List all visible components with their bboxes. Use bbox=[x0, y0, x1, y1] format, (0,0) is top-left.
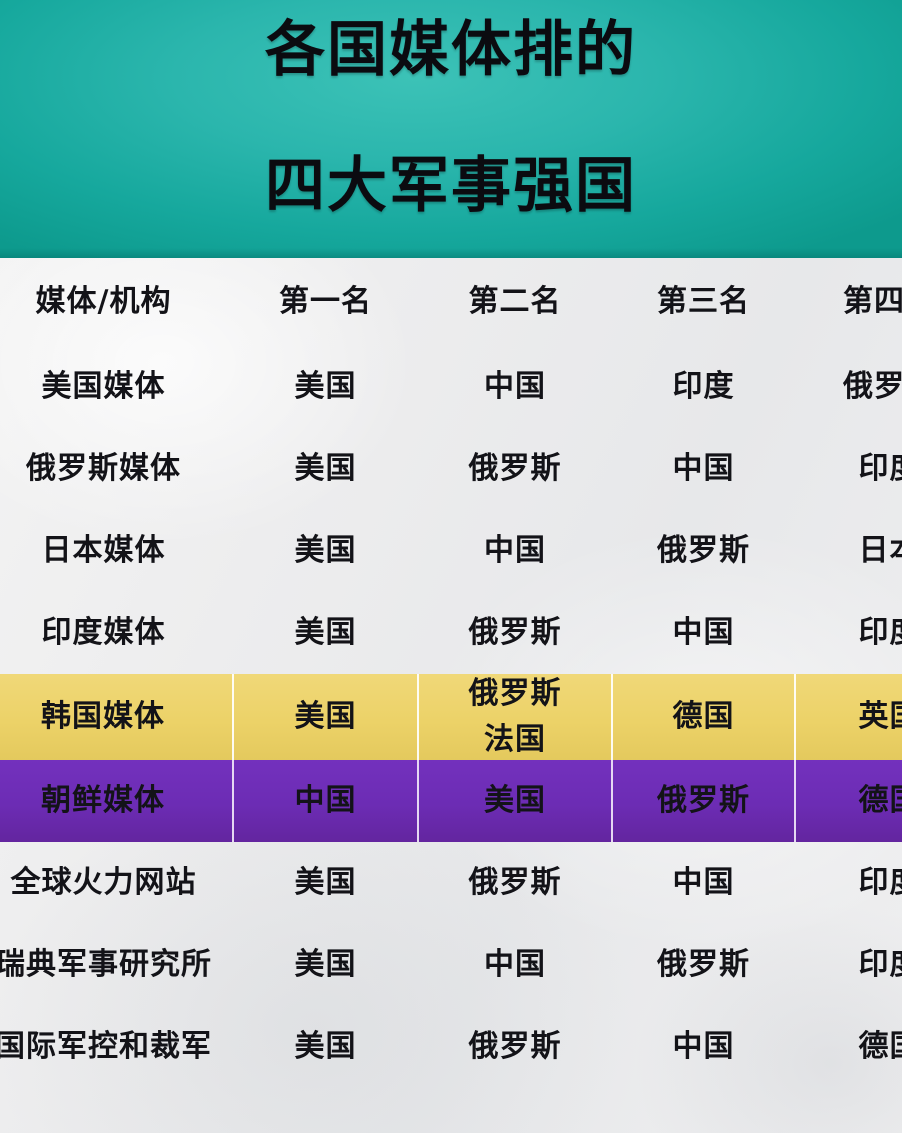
cell-media: 瑞典军事研究所 bbox=[0, 947, 212, 982]
cell-media: 朝鲜媒体 bbox=[0, 760, 234, 842]
cell-rank-2: 中国 bbox=[484, 369, 546, 404]
cell-rank-1: 美国 bbox=[294, 1029, 357, 1064]
table-row: 日本媒体 美国 中国 俄罗斯 日本 bbox=[0, 510, 902, 592]
cell-rank-1: 美国 bbox=[294, 533, 357, 568]
cell-rank-4: 德国 bbox=[794, 760, 902, 842]
cell-rank-1: 美国 bbox=[232, 674, 419, 760]
cell-rank-2-line-1: 俄罗斯 bbox=[468, 676, 562, 711]
ranking-table: 媒体/机构 第一名 第二名 第三名 第四名 美国媒体 美国 中国 印度 俄罗斯 … bbox=[0, 258, 902, 1088]
cell-rank-4: 印度 bbox=[858, 947, 902, 982]
cell-rank-4: 印度 bbox=[858, 615, 902, 650]
column-header-rank-4: 第四名 bbox=[843, 284, 902, 319]
cell-rank-2: 俄罗斯 bbox=[468, 1029, 562, 1064]
column-header-rank-3: 第三名 bbox=[657, 284, 750, 319]
cell-media: 美国媒体 bbox=[41, 369, 166, 404]
table-row: 美国媒体 美国 中国 印度 俄罗斯 bbox=[0, 346, 902, 428]
cell-rank-4: 德国 bbox=[858, 1029, 902, 1064]
cell-media: 全球火力网站 bbox=[10, 865, 197, 900]
table-row: 国际军控和裁军 美国 俄罗斯 中国 德国 bbox=[0, 1006, 902, 1088]
cell-rank-4: 印度 bbox=[858, 865, 902, 900]
cell-rank-1: 美国 bbox=[294, 865, 357, 900]
cell-rank-2: 俄罗斯 bbox=[468, 865, 562, 900]
cell-rank-2: 中国 bbox=[484, 533, 546, 568]
title-line-1: 各国媒体排的 bbox=[265, 15, 637, 85]
cell-rank-3: 俄罗斯 bbox=[611, 760, 796, 842]
cell-rank-2: 俄罗斯 bbox=[468, 615, 562, 650]
title-line-2: 四大军事强国 bbox=[265, 151, 637, 221]
column-header-rank-1: 第一名 bbox=[279, 284, 372, 319]
cell-media: 印度媒体 bbox=[41, 615, 166, 650]
table-row-highlight-yellow: 韩国媒体 美国 俄罗斯 法国 德国 英国 bbox=[0, 674, 902, 760]
cell-rank-3: 俄罗斯 bbox=[657, 533, 750, 568]
cell-rank-2: 俄罗斯 bbox=[468, 451, 562, 486]
cell-rank-3: 俄罗斯 bbox=[657, 947, 750, 982]
cell-rank-3: 印度 bbox=[672, 369, 735, 404]
cell-rank-2: 俄罗斯 法国 bbox=[417, 674, 613, 760]
cell-media: 国际军控和裁军 bbox=[0, 1029, 212, 1064]
cell-rank-3: 德国 bbox=[611, 674, 796, 760]
cell-rank-4: 俄罗斯 bbox=[843, 369, 902, 404]
ranking-table-area: 媒体/机构 第一名 第二名 第三名 第四名 美国媒体 美国 中国 印度 俄罗斯 … bbox=[0, 258, 902, 1133]
cell-rank-3: 中国 bbox=[672, 1029, 735, 1064]
cell-rank-1: 美国 bbox=[294, 369, 357, 404]
cell-rank-2: 中国 bbox=[484, 947, 546, 982]
column-header-media: 媒体/机构 bbox=[35, 284, 172, 319]
cell-rank-1: 美国 bbox=[294, 947, 357, 982]
cell-rank-4: 日本 bbox=[858, 533, 902, 568]
table-row: 瑞典军事研究所 美国 中国 俄罗斯 印度 bbox=[0, 924, 902, 1006]
cell-rank-4: 印度 bbox=[858, 451, 902, 486]
table-row: 全球火力网站 美国 俄罗斯 中国 印度 bbox=[0, 842, 902, 924]
cell-media: 日本媒体 bbox=[41, 533, 166, 568]
cell-rank-1: 中国 bbox=[232, 760, 419, 842]
cell-rank-2: 美国 bbox=[417, 760, 613, 842]
table-row-highlight-purple: 朝鲜媒体 中国 美国 俄罗斯 德国 bbox=[0, 760, 902, 842]
cell-rank-3: 中国 bbox=[672, 615, 735, 650]
table-row: 俄罗斯媒体 美国 俄罗斯 中国 印度 bbox=[0, 428, 902, 510]
table-row: 印度媒体 美国 俄罗斯 中国 印度 bbox=[0, 592, 902, 674]
cell-rank-2-line-2: 法国 bbox=[484, 722, 546, 757]
table-header-row: 媒体/机构 第一名 第二名 第三名 第四名 bbox=[0, 258, 902, 346]
title-banner: 各国媒体排的 四大军事强国 bbox=[0, 0, 902, 258]
cell-rank-3: 中国 bbox=[672, 865, 735, 900]
cell-rank-1: 美国 bbox=[294, 615, 357, 650]
cell-rank-1: 美国 bbox=[294, 451, 357, 486]
column-header-rank-2: 第二名 bbox=[468, 284, 562, 319]
cell-rank-3: 中国 bbox=[672, 451, 735, 486]
cell-media: 韩国媒体 bbox=[0, 674, 234, 760]
cell-rank-4: 英国 bbox=[794, 674, 902, 760]
cell-media: 俄罗斯媒体 bbox=[26, 451, 181, 486]
